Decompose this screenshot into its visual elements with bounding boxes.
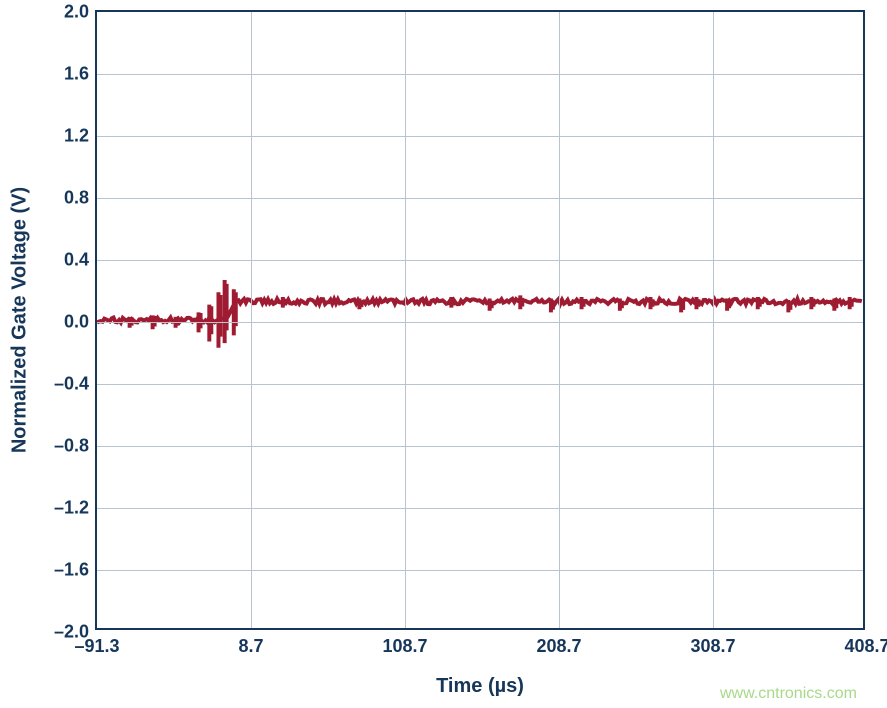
gridline-vertical — [405, 12, 406, 628]
gridline-horizontal — [97, 446, 863, 447]
y-tick-label: 2.0 — [64, 2, 97, 23]
chart-container: –2.0–1.6–1.2–0.8–0.40.00.40.81.21.62.0–9… — [0, 0, 887, 708]
y-tick-label: –0.4 — [54, 374, 97, 395]
gridline-horizontal — [97, 198, 863, 199]
gridline-horizontal — [97, 136, 863, 137]
y-tick-label: –1.6 — [54, 560, 97, 581]
signal-trace — [97, 12, 863, 628]
x-tick-label: 108.7 — [382, 628, 427, 657]
x-tick-label: 408.7 — [844, 628, 887, 657]
gridline-vertical — [251, 12, 252, 628]
gridline-horizontal — [97, 322, 863, 323]
x-axis-label: Time (µs) — [436, 675, 524, 698]
gridline-vertical — [713, 12, 714, 628]
voltage-trace-path — [97, 280, 862, 348]
x-tick-label: 308.7 — [690, 628, 735, 657]
gridline-horizontal — [97, 508, 863, 509]
x-tick-label: 8.7 — [238, 628, 263, 657]
gridline-vertical — [559, 12, 560, 628]
y-tick-label: 0.0 — [64, 312, 97, 333]
y-tick-label: 0.8 — [64, 188, 97, 209]
y-tick-label: –1.2 — [54, 498, 97, 519]
gridline-horizontal — [97, 384, 863, 385]
gridline-horizontal — [97, 260, 863, 261]
y-tick-label: 1.6 — [64, 64, 97, 85]
y-tick-label: 1.2 — [64, 126, 97, 147]
gridline-horizontal — [97, 74, 863, 75]
y-axis-label: Normalized Gate Voltage (V) — [9, 187, 32, 453]
x-tick-label: 208.7 — [536, 628, 581, 657]
plot-area: –2.0–1.6–1.2–0.8–0.40.00.40.81.21.62.0–9… — [95, 10, 865, 630]
y-tick-label: –0.8 — [54, 436, 97, 457]
y-tick-label: 0.4 — [64, 250, 97, 271]
gridline-horizontal — [97, 570, 863, 571]
x-tick-label: –91.3 — [74, 628, 119, 657]
watermark-text: www.cntronics.com — [720, 685, 857, 703]
